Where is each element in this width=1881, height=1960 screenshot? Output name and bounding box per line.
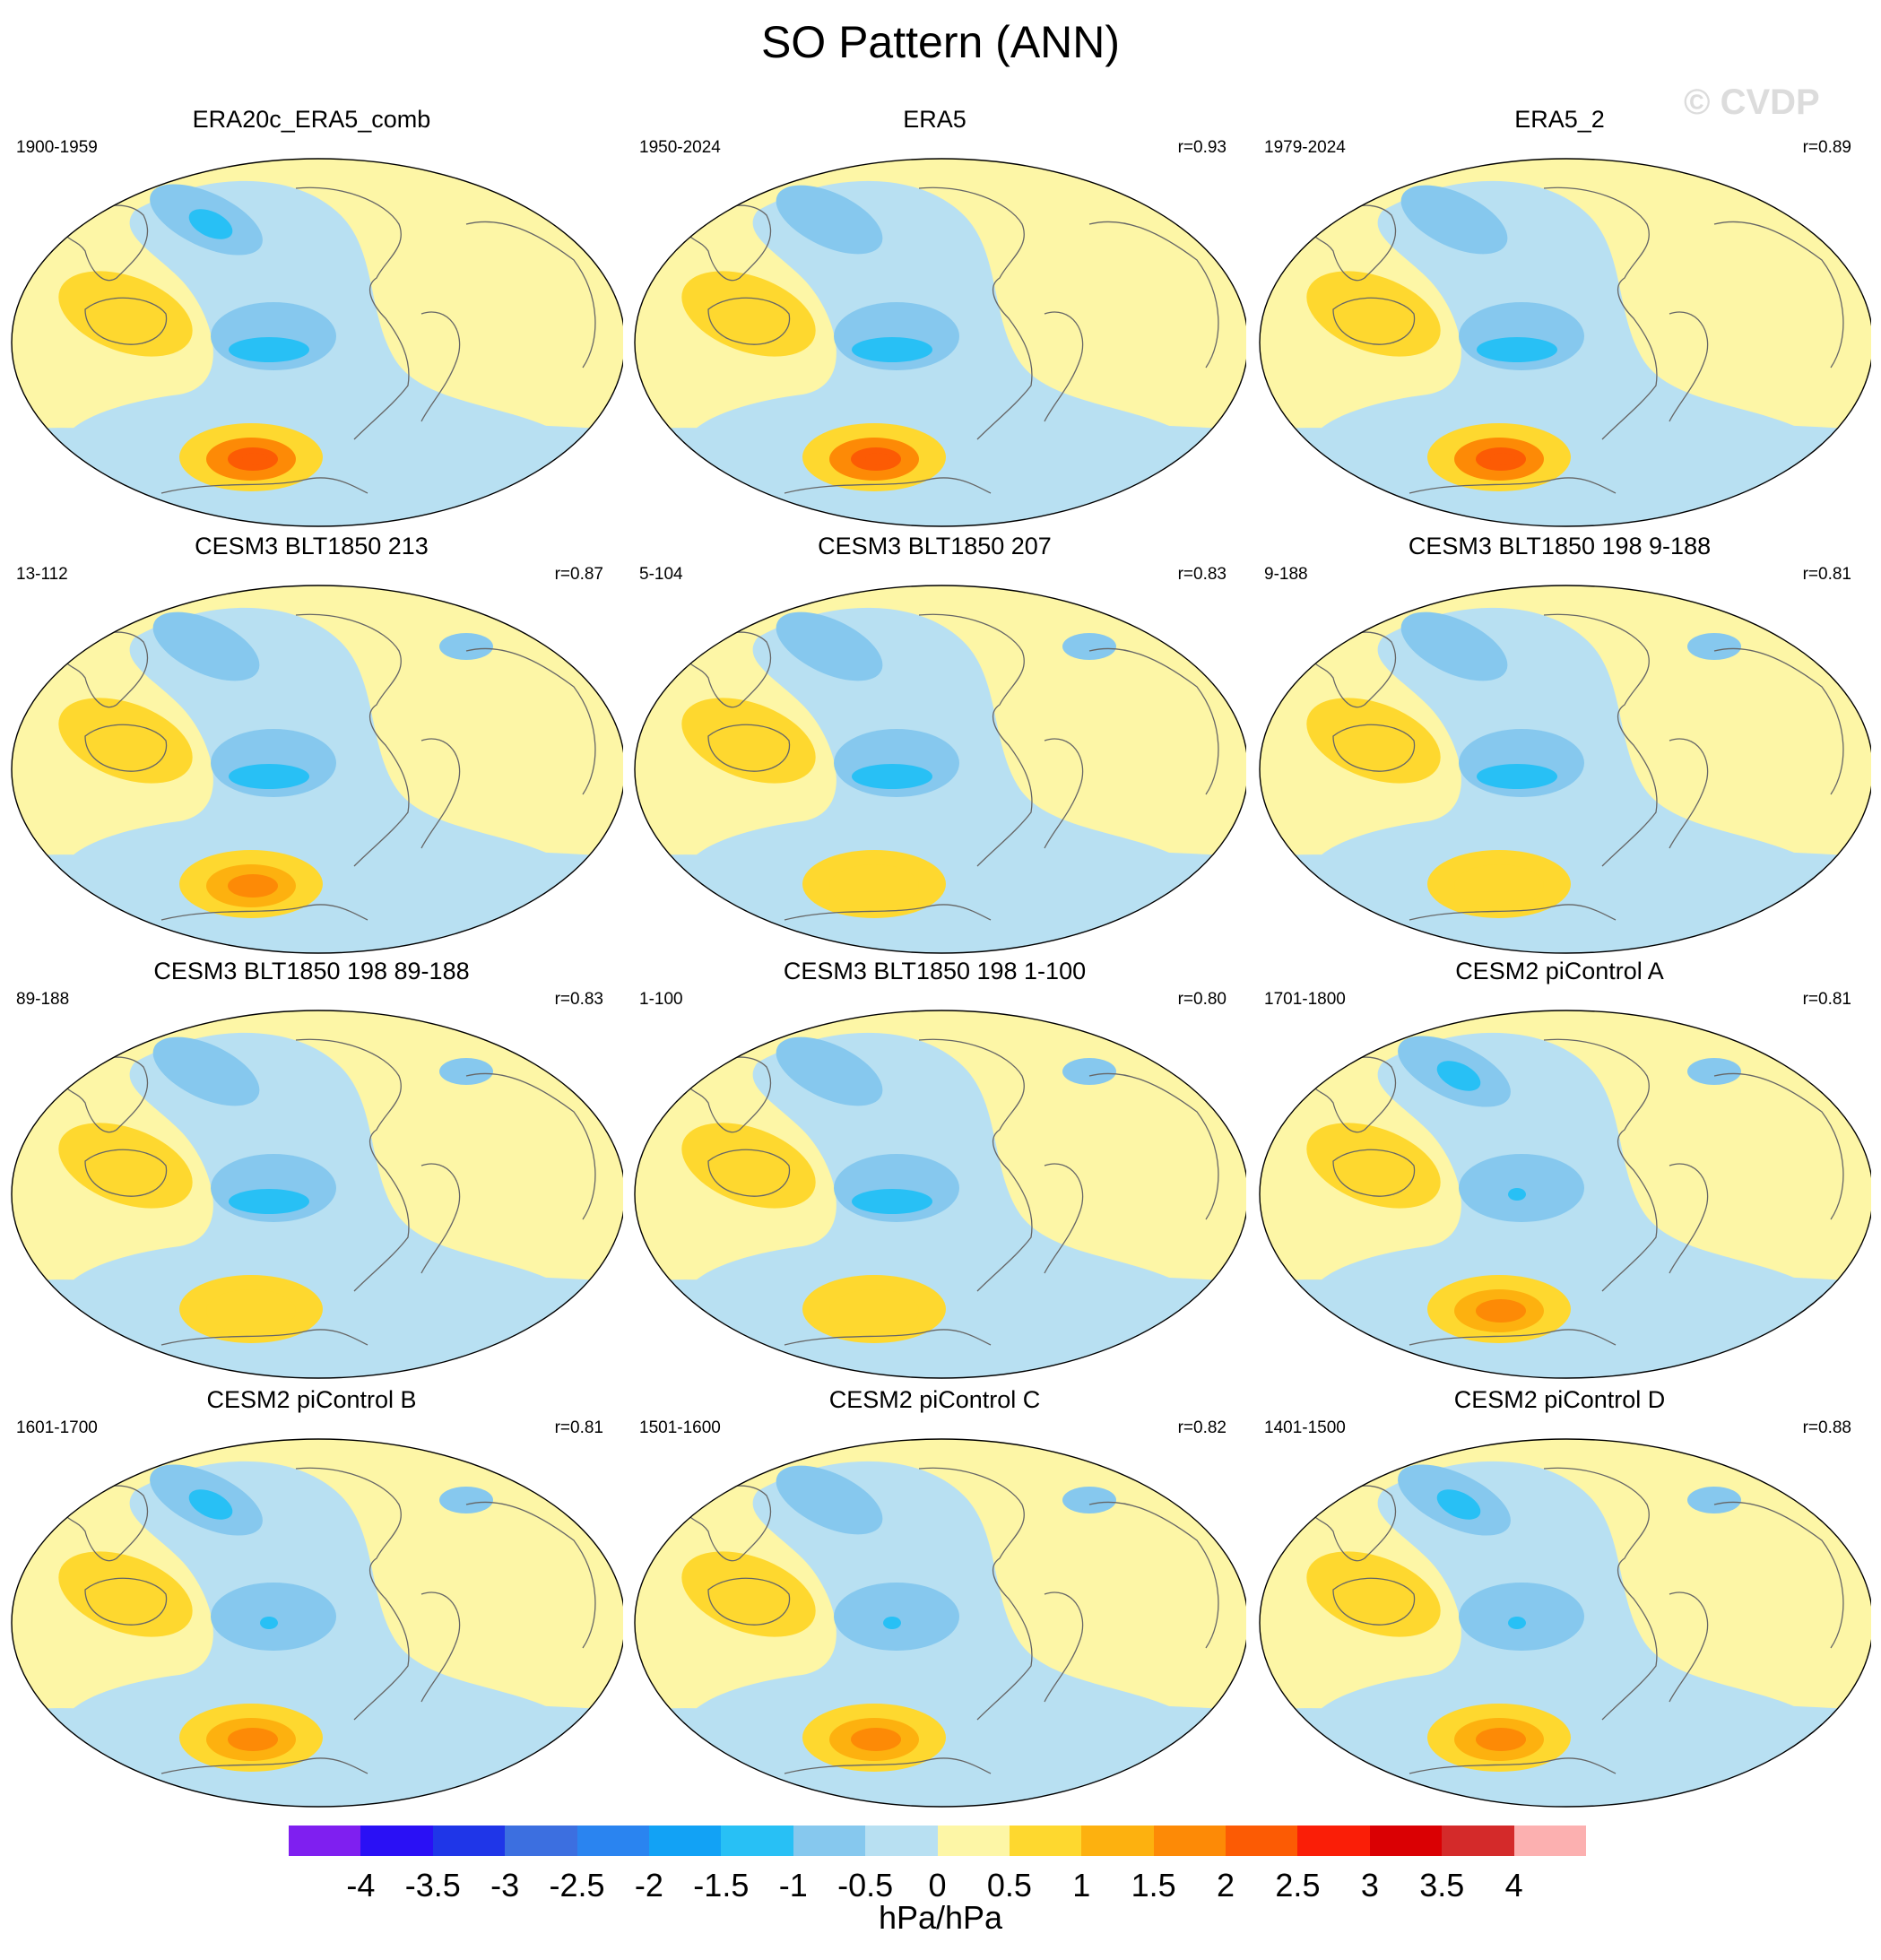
colorbar-swatch [432, 1826, 506, 1856]
panel-correlation: r=0.83 [1177, 565, 1227, 584]
colorbar-swatch [1081, 1826, 1155, 1856]
panel-title: CESM2 piControl D [1453, 1386, 1666, 1413]
so-pattern-map [634, 1438, 1246, 1808]
panel-title: CESM3 BLT1850 198 1-100 [783, 958, 1087, 984]
panel-correlation: r=0.81 [1802, 565, 1851, 584]
colorbar-swatch [289, 1826, 361, 1856]
panel-years: 1979-2024 [1264, 138, 1346, 157]
colorbar-swatch [937, 1826, 1010, 1856]
map-panel: ERA20c_ERA5_comb 1900-1959 [0, 106, 623, 527]
panel-title: CESM3 BLT1850 213 [195, 533, 429, 559]
colorbar [289, 1826, 1587, 1856]
panel-years: 1-100 [639, 990, 683, 1009]
colorbar-swatch [648, 1826, 722, 1856]
colorbar-swatch [1442, 1826, 1515, 1856]
panel-correlation: r=0.81 [554, 1418, 603, 1437]
panel-title: ERA5 [903, 106, 967, 133]
panel-years: 89-188 [16, 990, 70, 1009]
colorbar-swatch [1153, 1826, 1227, 1856]
panel-years: 1701-1800 [1264, 990, 1346, 1009]
panel-title: ERA20c_ERA5_comb [192, 106, 431, 133]
panel-years: 5-104 [639, 565, 683, 584]
map-panel: ERA5 1950-2024 r=0.93 [623, 106, 1246, 527]
panel-correlation: r=0.80 [1177, 990, 1227, 1009]
panel-years: 1601-1700 [16, 1418, 98, 1437]
so-pattern-map [634, 158, 1246, 527]
map-panel: CESM2 piControl A 1701-1800 r=0.81 [1248, 958, 1871, 1379]
colorbar-tick-label: 1.5 [1131, 1867, 1176, 1904]
panel-title: CESM3 BLT1850 198 9-188 [1408, 533, 1712, 559]
map-panel: CESM3 BLT1850 207 5-104 r=0.83 [623, 533, 1246, 954]
colorbar-tick-label: 3 [1360, 1867, 1379, 1904]
colorbar-swatch [721, 1826, 794, 1856]
colorbar-tick-label: 3.5 [1419, 1867, 1465, 1904]
cvdp-watermark: © CVDP [1684, 82, 1820, 122]
so-pattern-map [634, 585, 1246, 954]
colorbar-swatch [505, 1826, 578, 1856]
panel-correlation: r=0.89 [1802, 138, 1851, 157]
map-panel: CESM2 piControl B 1601-1700 r=0.81 [0, 1386, 623, 1808]
panel-title: CESM2 piControl B [206, 1386, 417, 1413]
so-pattern-map [11, 1010, 623, 1379]
colorbar-tick-label: 2.5 [1275, 1867, 1321, 1904]
colorbar-tick-label: -2 [634, 1867, 663, 1904]
colorbar-swatch [1297, 1826, 1371, 1856]
panel-correlation: r=0.88 [1802, 1418, 1851, 1437]
colorbar-tick-label: 4 [1504, 1867, 1523, 1904]
so-pattern-map [1259, 1438, 1871, 1808]
colorbar-tick-label: -4 [346, 1867, 376, 1904]
map-panel: CESM3 BLT1850 198 9-188 9-188 r=0.81 [1248, 533, 1871, 954]
colorbar-tick-label: 1 [1072, 1867, 1091, 1904]
colorbar-tick-labels: -4 -3.5 -3 -2.5 -2 -1.5 -1 -0.5 0 0.5 1 1.5 2 2.5 3 3.5… [289, 1867, 1586, 1906]
colorbar-swatch [1226, 1826, 1298, 1856]
colorbar-swatch [793, 1826, 866, 1856]
so-pattern-map [634, 1010, 1246, 1379]
so-pattern-map [11, 1438, 623, 1808]
panel-title: CESM3 BLT1850 207 [818, 533, 1052, 559]
map-panel: CESM3 BLT1850 198 1-100 1-100 r=0.80 [623, 958, 1246, 1379]
panel-correlation: r=0.93 [1177, 138, 1227, 157]
colorbar-tick-label: 0 [928, 1867, 947, 1904]
so-pattern-map [11, 158, 623, 527]
map-panel: CESM2 piControl C 1501-1600 r=0.82 [623, 1386, 1246, 1808]
colorbar-tick-label: -3.5 [404, 1867, 461, 1904]
panel-years: 1950-2024 [639, 138, 721, 157]
panel-correlation: r=0.82 [1177, 1418, 1227, 1437]
map-panel: CESM3 BLT1850 213 13-112 r=0.87 [0, 533, 623, 954]
so-pattern-map [1259, 585, 1871, 954]
colorbar-tick-label: -1.5 [693, 1867, 750, 1904]
panel-correlation: r=0.83 [554, 990, 603, 1009]
panel-years: 9-188 [1264, 565, 1308, 584]
panel-title: ERA5_2 [1514, 106, 1605, 133]
map-panel: CESM2 piControl D 1401-1500 r=0.88 [1248, 1386, 1871, 1808]
panel-correlation: r=0.87 [554, 565, 603, 584]
panel-years: 13-112 [16, 565, 68, 584]
panel-years: 1401-1500 [1264, 1418, 1346, 1437]
panel-title: CESM2 piControl C [828, 1386, 1041, 1413]
panel-title: CESM3 BLT1850 198 89-188 [153, 958, 470, 984]
panel-years: 1900-1959 [16, 138, 98, 157]
map-panel: ERA5_2 1979-2024 r=0.89 [1248, 106, 1871, 527]
panel-title: CESM2 piControl A [1455, 958, 1664, 984]
panel-correlation: r=0.81 [1802, 990, 1851, 1009]
so-pattern-map [1259, 1010, 1871, 1379]
colorbar-swatch [360, 1826, 434, 1856]
colorbar-swatch [865, 1826, 938, 1856]
colorbar-swatch [1513, 1826, 1587, 1856]
so-pattern-map [1259, 158, 1871, 527]
colorbar-swatch [576, 1826, 650, 1856]
so-pattern-map [11, 585, 623, 954]
figure-title: SO Pattern (ANN) [760, 17, 1121, 67]
colorbar-tick-label: 2 [1217, 1867, 1235, 1904]
map-panel: CESM3 BLT1850 198 89-188 89-188 r=0.83 [0, 958, 623, 1379]
colorbar-tick-label: -3 [490, 1867, 520, 1904]
colorbar-swatch [1369, 1826, 1443, 1856]
colorbar-tick-label: -0.5 [837, 1867, 894, 1904]
colorbar-tick-label: 0.5 [986, 1867, 1032, 1904]
colorbar-tick-label: -2.5 [549, 1867, 605, 1904]
panel-years: 1501-1600 [639, 1418, 721, 1437]
colorbar-units: hPa/hPa [878, 1899, 1003, 1936]
colorbar-tick-label: -1 [778, 1867, 808, 1904]
colorbar-swatch [1009, 1826, 1082, 1856]
